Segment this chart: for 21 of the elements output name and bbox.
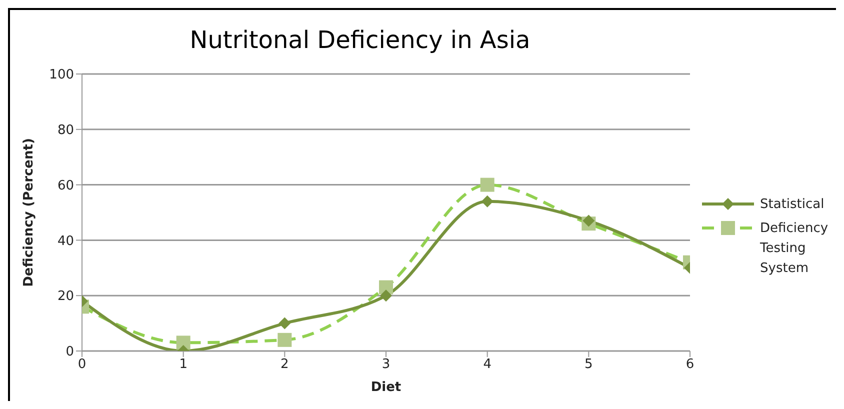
x-tick-label: 3 <box>382 357 390 372</box>
point <box>278 317 291 330</box>
y-tick-label: 60 <box>57 178 74 194</box>
x-tick-label: 4 <box>483 357 492 372</box>
point <box>481 195 494 208</box>
legend-label: Statistical <box>760 196 826 214</box>
x-tick-label: 6 <box>686 357 694 372</box>
y-tick-label: 80 <box>57 123 74 138</box>
y-axis-title: Deficiency (Percent) <box>22 138 37 287</box>
chart-title: Nutritonal Deficiency in Asia <box>188 26 532 54</box>
y-tick-label: 40 <box>57 234 74 249</box>
x-tick-label: 5 <box>584 357 593 372</box>
legend-label: Deficiency Testing System <box>760 220 830 278</box>
x-tick-label: 0 <box>78 357 86 372</box>
point <box>380 290 392 302</box>
y-tick-label: 0 <box>66 344 74 360</box>
x-tick-label: 1 <box>179 357 188 372</box>
y-tick-label: 100 <box>49 68 74 83</box>
x-axis-title: Diet <box>370 380 402 395</box>
x-tick-label: 2 <box>280 357 289 372</box>
y-tick-label: 20 <box>57 289 74 304</box>
